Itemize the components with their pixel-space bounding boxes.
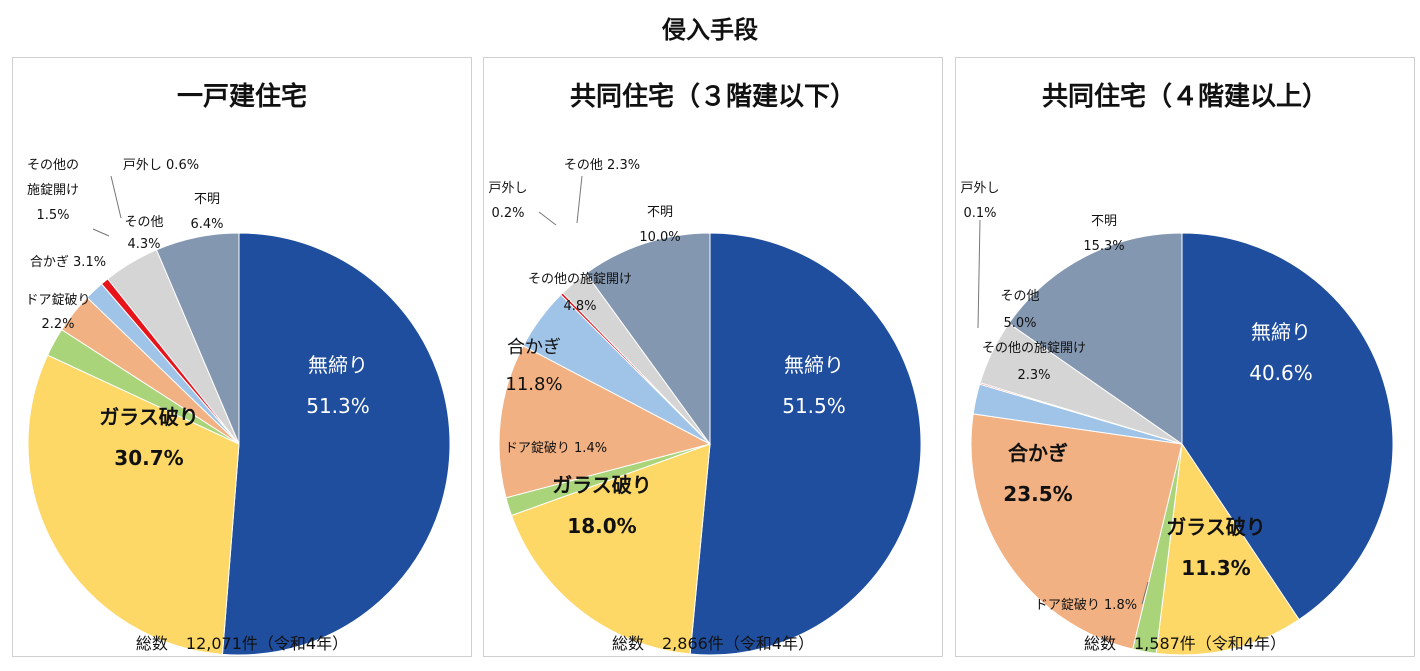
total-value: 2,866件（令和4年） bbox=[662, 634, 814, 653]
total-label: 総数 bbox=[611, 634, 644, 653]
pie-slice bbox=[1155, 442, 1300, 656]
pie-panel-apartment-low: 共同住宅（３階建以下） 無締り 51.5% ガラス破り 18.0% ドア錠破り 1.4%… bbox=[483, 57, 943, 657]
pie-slice bbox=[970, 413, 1183, 650]
slice-label: ドア錠破り 2.2% bbox=[25, 293, 90, 332]
panel-title: 共同住宅（４階建以上） bbox=[1041, 82, 1328, 112]
leader-line bbox=[92, 228, 110, 237]
slice-label: 無締り 40.6% bbox=[1249, 320, 1313, 385]
slice-label: その他の施錠開け 4.8% bbox=[528, 272, 632, 314]
slice-label: 無締り 51.5% bbox=[782, 353, 846, 418]
chart-main-title: 侵入手段 bbox=[662, 16, 758, 44]
pie-chart-svg: 無締り 51.3% ガラス破り 30.7% ドア錠破り 2.2% 合かぎ 3.1% その他の施… bbox=[25, 158, 451, 656]
panel-total: 総数 12,071件（令和4年） bbox=[13, 630, 471, 654]
slice-label: その他 4.3% bbox=[124, 215, 163, 252]
slice-label: その他 5.0% bbox=[1000, 289, 1039, 331]
slice-label: その他の施錠開け 1.5% bbox=[27, 158, 79, 223]
leader-line bbox=[977, 219, 981, 329]
pie-chart-svg: 無締り 40.6% ガラス破り 11.3% ドア錠破り 1.8% 合かぎ 23.5% その他の… bbox=[960, 181, 1394, 656]
leader-line bbox=[110, 175, 122, 219]
pie-panel-detached-house: 一戸建住宅 無締り 51.3% ガラス破り 30.7% ドア錠破り 2.2% 合かぎ 3.1… bbox=[12, 57, 472, 657]
panel-title: 共同住宅（３階建以下） bbox=[569, 82, 856, 112]
slice-label: ドア錠破り 1.4% bbox=[505, 441, 607, 456]
pie-slice bbox=[498, 345, 712, 499]
slice-label: ガラス破り 30.7% bbox=[99, 405, 199, 470]
slice-label: 不明 10.0% bbox=[639, 205, 680, 245]
total-label: 総数 bbox=[1083, 634, 1116, 653]
panel-total: 総数 1,587件（令和4年） bbox=[956, 630, 1414, 654]
slice-label: 無締り 51.3% bbox=[306, 353, 370, 418]
slice-label: その他の施錠開け 2.3% bbox=[982, 341, 1086, 383]
pie-slice bbox=[689, 232, 922, 656]
total-value: 1,587件（令和4年） bbox=[1134, 634, 1286, 653]
slice-label: 不明 15.3% bbox=[1083, 214, 1124, 254]
slice-label: ガラス破り 18.0% bbox=[552, 473, 652, 538]
slice-label: 不明 6.4% bbox=[190, 192, 223, 232]
panel-total: 総数 2,866件（令和4年） bbox=[484, 630, 942, 654]
pie-chart-svg: 無締り 51.5% ガラス破り 18.0% ドア錠破り 1.4% 合かぎ 11.8% その他の… bbox=[488, 158, 922, 656]
pie-slice bbox=[27, 354, 240, 655]
total-value: 12,071件（令和4年） bbox=[185, 634, 349, 653]
slice-label: ドア錠破り 1.8% bbox=[1035, 598, 1137, 613]
slice-label: ガラス破り 11.3% bbox=[1166, 515, 1266, 580]
slice-label: その他 2.3% bbox=[564, 158, 640, 173]
total-label: 総数 bbox=[135, 634, 168, 653]
slice-label: 戸外し 0.6% bbox=[123, 158, 199, 173]
slice-label: 合かぎ 23.5% bbox=[1003, 441, 1072, 506]
slice-label: 戸外し 0.1% bbox=[960, 181, 999, 221]
slice-label: 合かぎ 11.8% bbox=[505, 337, 562, 395]
pie-slice bbox=[155, 232, 240, 445]
pie-slice bbox=[585, 232, 711, 446]
slice-label: 戸外し 0.2% bbox=[488, 181, 527, 221]
pie-slice bbox=[221, 232, 451, 656]
pie-slice bbox=[1008, 232, 1183, 445]
slice-label: 合かぎ 3.1% bbox=[30, 255, 106, 270]
panel-title: 一戸建住宅 bbox=[176, 82, 307, 112]
pie-panel-apartment-high: 共同住宅（４階建以上） 無締り 40.6% ガラス破り 11.3% ドア錠破り 1.8%… bbox=[955, 57, 1415, 657]
leader-line bbox=[576, 175, 583, 224]
leader-line bbox=[538, 211, 557, 226]
pie-slice bbox=[510, 443, 711, 655]
leader-line bbox=[1141, 581, 1149, 605]
